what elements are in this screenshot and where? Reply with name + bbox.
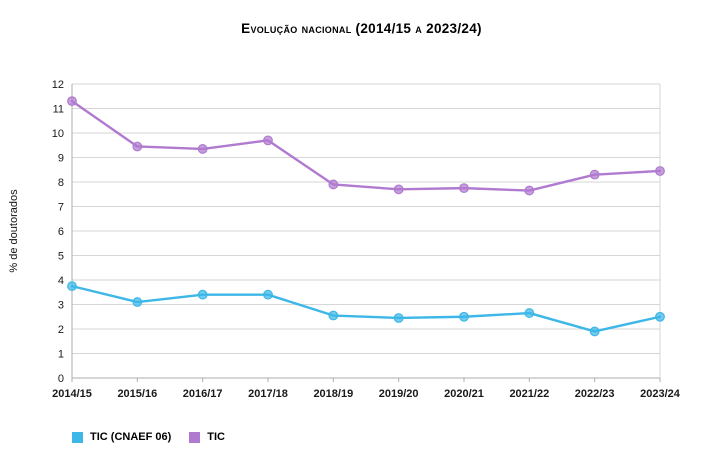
x-tick-label: 2022/23 xyxy=(575,388,615,400)
data-point xyxy=(67,281,77,292)
y-tick-label: 4 xyxy=(58,275,64,287)
x-tick-label: 2021/22 xyxy=(509,388,549,400)
y-tick-label: 8 xyxy=(58,177,64,189)
data-point xyxy=(263,289,273,300)
data-point xyxy=(655,311,665,322)
legend-item-tic-cnaef06: TIC (CNAEF 06) xyxy=(72,431,171,443)
data-point xyxy=(132,297,143,307)
y-tick-label: 7 xyxy=(58,202,64,214)
data-point xyxy=(393,184,404,195)
data-point xyxy=(328,179,339,190)
data-point xyxy=(263,135,273,146)
data-point xyxy=(524,308,535,318)
y-tick-label: 12 xyxy=(52,79,64,91)
legend-label-tic: TIC xyxy=(207,431,226,443)
legend: TIC (CNAEF 06) TIC xyxy=(72,431,225,443)
chart-title: Evolução nacional (2014/15 a 2023/24) xyxy=(241,21,482,36)
x-tick-label: 2018/19 xyxy=(313,388,353,400)
legend-item-tic: TIC xyxy=(189,431,225,443)
data-point xyxy=(589,326,600,337)
y-tick-label: 6 xyxy=(58,226,64,238)
data-point xyxy=(197,289,208,300)
y-tick-label: 5 xyxy=(58,251,64,263)
x-tick-label: 2020/21 xyxy=(444,388,484,400)
y-tick-label: 10 xyxy=(52,128,64,140)
data-point xyxy=(589,169,600,180)
data-point xyxy=(393,313,404,323)
x-tick-label: 2016/17 xyxy=(183,388,223,400)
y-tick-label: 1 xyxy=(58,349,64,361)
legend-swatch-tic-cnaef06-icon xyxy=(72,431,83,443)
data-point xyxy=(655,166,665,176)
x-tick-label: 2014/15 xyxy=(52,388,92,400)
x-tick-label: 2023/24 xyxy=(640,388,681,400)
legend-label-tic-cnaef06: TIC (CNAEF 06) xyxy=(90,431,172,443)
data-point xyxy=(67,96,77,107)
data-point xyxy=(459,183,469,194)
y-tick-label: 9 xyxy=(58,153,64,165)
y-tick-label: 2 xyxy=(58,324,64,336)
series-line xyxy=(70,99,662,192)
data-point xyxy=(459,311,469,322)
y-tick-label: 11 xyxy=(53,104,64,116)
x-tick-label: 2019/20 xyxy=(379,388,419,400)
series-line xyxy=(70,284,662,333)
data-point xyxy=(197,144,208,154)
y-tick-label: 0 xyxy=(58,373,64,385)
data-point xyxy=(328,310,339,321)
x-tick-label: 2017/18 xyxy=(248,388,288,400)
legend-swatch-tic-icon xyxy=(189,431,201,443)
data-point xyxy=(132,141,143,152)
y-tick-label: 3 xyxy=(58,300,64,312)
data-point xyxy=(524,185,535,196)
x-tick-label: 2015/16 xyxy=(117,388,157,400)
